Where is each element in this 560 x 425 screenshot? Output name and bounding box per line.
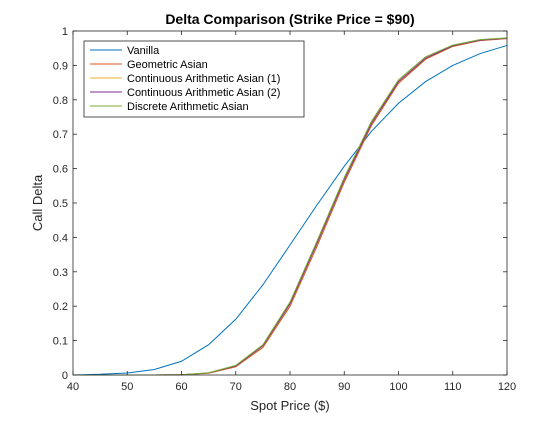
- y-tick-label: 0.4: [53, 232, 68, 244]
- x-tick-label: 50: [121, 381, 133, 393]
- y-tick-label: 0.8: [53, 95, 68, 107]
- x-axis-title: Spot Price ($): [250, 398, 329, 413]
- y-tick-label: 0.6: [53, 164, 68, 176]
- y-tick-label: 0.1: [53, 336, 68, 348]
- x-tick-label: 120: [498, 381, 516, 393]
- chart-title: Delta Comparison (Strike Price = $90): [165, 11, 414, 27]
- legend: Vanilla Geometric Asian Continuous Arithme…: [83, 40, 305, 118]
- y-tick-label: 0.9: [53, 60, 68, 72]
- y-tick-label: 0.2: [53, 301, 68, 313]
- y-tick-label: 0: [62, 370, 68, 382]
- y-tick-label: 0.5: [53, 198, 68, 210]
- x-tick-label: 60: [175, 381, 187, 393]
- y-tick-label: 0.3: [53, 267, 68, 279]
- legend-label-4: Discrete Arithmetic Asian: [127, 101, 249, 113]
- x-tick-label: 40: [67, 381, 79, 393]
- series-line-0: [72, 44, 508, 376]
- x-axis-ticks: 40 50 60 70 80 90 100 110 120: [67, 31, 516, 393]
- x-tick-label: 90: [338, 381, 350, 393]
- y-tick-label: 1: [62, 26, 68, 38]
- legend-label-0: Vanilla: [127, 45, 160, 57]
- legend-label-2: Continuous Arithmetic Asian (1): [127, 73, 280, 85]
- y-axis-ticks: 0 0.1 0.2 0.3 0.4 0.5 0.6 0.7 0.8 0.9 1: [53, 26, 507, 382]
- y-tick-label: 0.7: [53, 129, 68, 141]
- y-axis-title: Call Delta: [30, 174, 45, 231]
- x-tick-label: 110: [444, 381, 462, 393]
- x-tick-label: 100: [389, 381, 407, 393]
- x-tick-label: 70: [230, 381, 242, 393]
- legend-label-1: Geometric Asian: [127, 59, 208, 71]
- x-tick-label: 80: [284, 381, 296, 393]
- legend-box: [83, 40, 305, 118]
- legend-label-3: Continuous Arithmetic Asian (2): [127, 87, 280, 99]
